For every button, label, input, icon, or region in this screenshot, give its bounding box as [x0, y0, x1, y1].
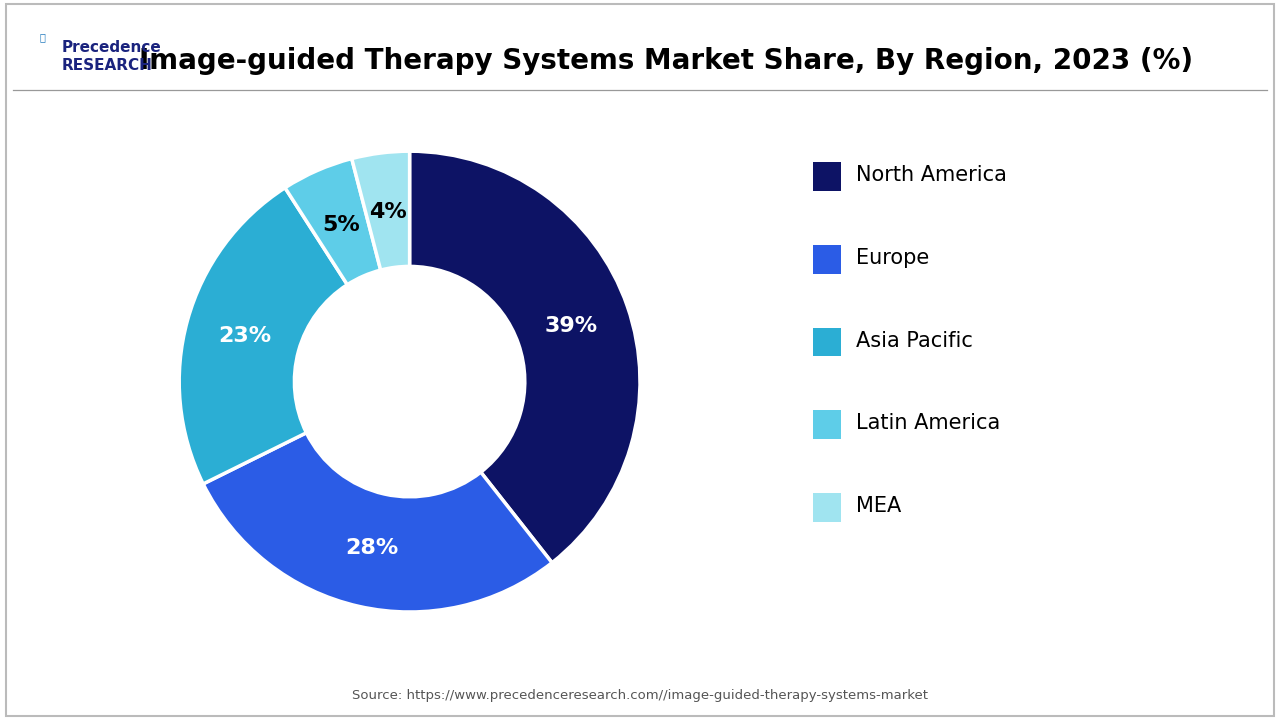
Text: 23%: 23%: [219, 326, 271, 346]
Wedge shape: [204, 433, 552, 612]
Text: 39%: 39%: [544, 316, 598, 336]
Wedge shape: [410, 151, 640, 563]
Text: Asia Pacific: Asia Pacific: [856, 330, 973, 351]
Wedge shape: [285, 158, 380, 284]
Wedge shape: [352, 151, 410, 270]
Text: Latin America: Latin America: [856, 413, 1001, 433]
Text: Precedence
RESEARCH: Precedence RESEARCH: [61, 40, 161, 73]
Text: ⬛: ⬛: [40, 32, 45, 42]
Text: Image-guided Therapy Systems Market Share, By Region, 2023 (%): Image-guided Therapy Systems Market Shar…: [138, 47, 1193, 75]
Text: 5%: 5%: [323, 215, 360, 235]
Text: 4%: 4%: [369, 202, 407, 222]
Text: North America: North America: [856, 165, 1007, 185]
Text: 28%: 28%: [346, 538, 398, 558]
Wedge shape: [179, 188, 347, 484]
Text: Europe: Europe: [856, 248, 929, 268]
Text: MEA: MEA: [856, 496, 901, 516]
Text: Source: https://www.precedenceresearch.com//image-guided-therapy-systems-market: Source: https://www.precedenceresearch.c…: [352, 689, 928, 702]
